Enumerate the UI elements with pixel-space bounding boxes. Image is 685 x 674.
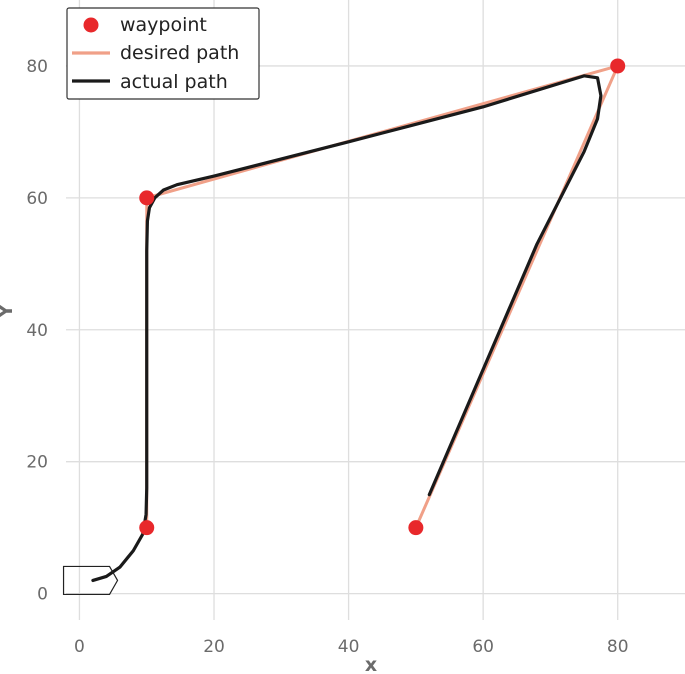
y-tick-label: 20 <box>26 453 48 473</box>
y-tick-label: 80 <box>26 57 48 77</box>
tick-labels: 0 20 40 60 80 0 20 40 60 80 <box>26 57 628 657</box>
waypoints <box>139 58 626 536</box>
y-axis-label: Y <box>0 304 17 319</box>
x-tick-label: 20 <box>203 637 225 657</box>
desired-path-line <box>145 64 620 529</box>
actual-path-line <box>91 74 603 583</box>
legend-desired-label: desired path <box>120 42 239 64</box>
legend-waypoint-marker <box>83 17 99 33</box>
legend-waypoint-label: waypoint <box>120 14 207 36</box>
x-tick-label: 60 <box>472 637 494 657</box>
legend-box <box>66 7 260 100</box>
x-axis-label: x <box>365 654 377 674</box>
waypoint-marker <box>139 190 155 206</box>
x-tick-label: 40 <box>338 637 360 657</box>
vehicle <box>62 565 119 596</box>
waypoint-marker <box>610 58 626 74</box>
x-tick-label: 0 <box>74 637 85 657</box>
legend: waypoint desired path actual path <box>66 7 260 100</box>
vehicle-icon <box>62 565 119 596</box>
waypoint-marker <box>139 520 155 536</box>
y-tick-label: 0 <box>37 585 48 605</box>
legend-actual-label: actual path <box>120 71 228 93</box>
y-tick-label: 60 <box>26 189 48 209</box>
waypoint-marker <box>408 520 424 536</box>
y-tick-label: 40 <box>26 321 48 341</box>
x-tick-label: 80 <box>607 637 629 657</box>
paths <box>91 64 620 583</box>
